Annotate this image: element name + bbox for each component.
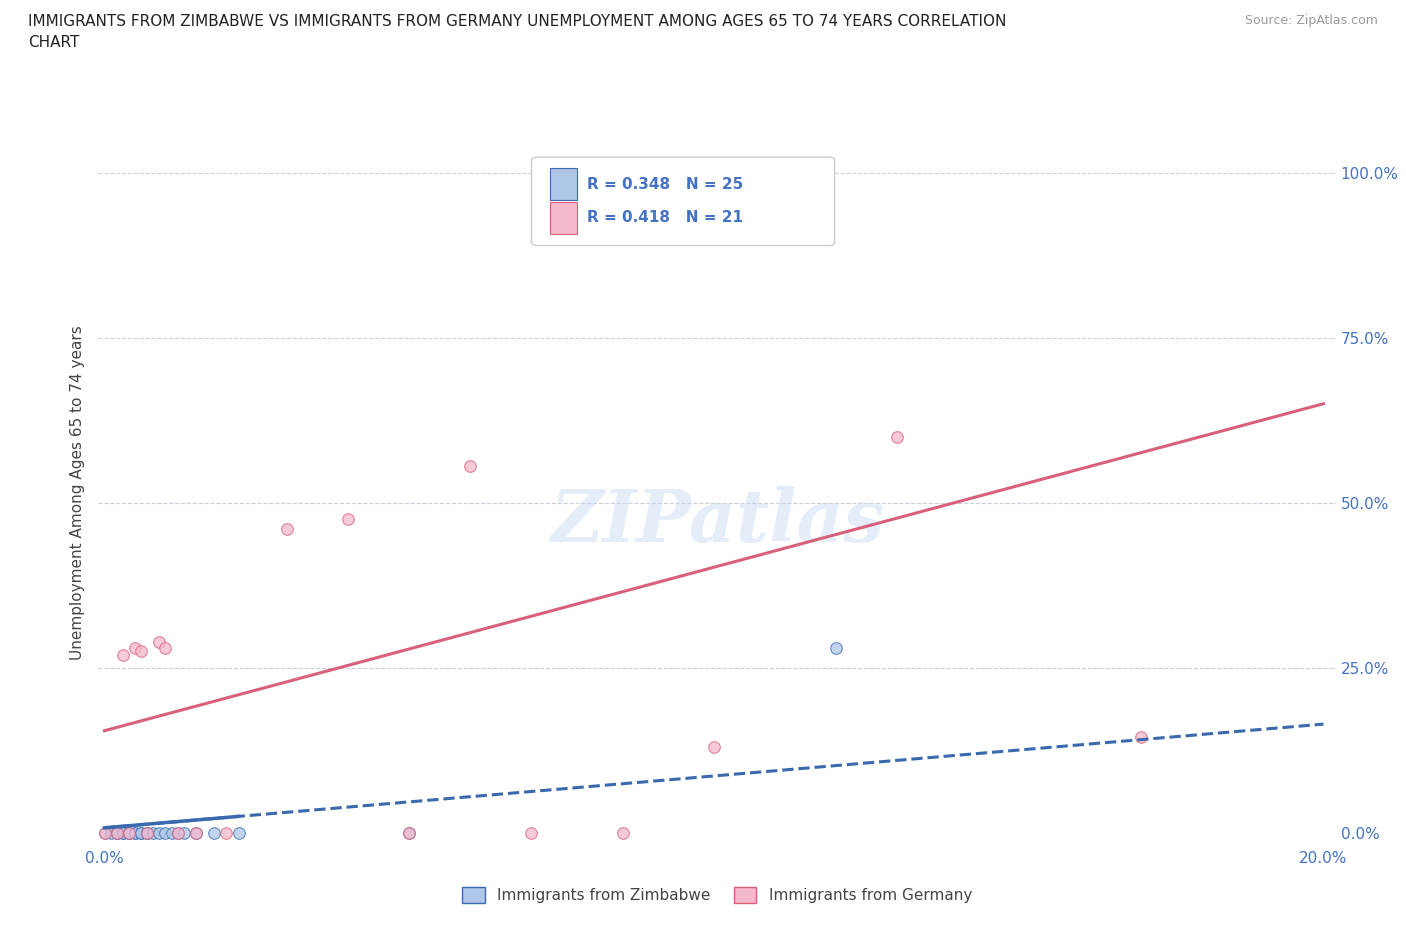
Point [276,522,298,537]
Text: R = 0.348   N = 25: R = 0.348 N = 25 [588,177,744,192]
FancyBboxPatch shape [531,157,835,246]
FancyBboxPatch shape [550,203,578,233]
Point [118,826,141,841]
FancyBboxPatch shape [550,168,578,200]
Point [155,826,177,841]
Point [124,826,146,841]
Point [118,826,141,841]
Point [124,826,146,841]
Point [886,430,908,445]
Point [129,826,152,841]
Point [160,826,183,841]
Point [111,826,134,841]
Point [142,826,165,841]
Point [166,826,188,841]
Point [166,826,188,841]
Point [520,826,543,841]
Point [173,826,195,841]
Point [398,826,420,841]
Y-axis label: Unemployment Among Ages 65 to 74 years: Unemployment Among Ages 65 to 74 years [70,326,86,660]
Point [136,826,159,841]
Point [337,512,360,526]
Point [398,826,420,841]
Legend: Immigrants from Zimbabwe, Immigrants from Germany: Immigrants from Zimbabwe, Immigrants fro… [456,881,979,910]
Point [148,634,170,649]
Point [148,826,170,841]
Point [215,826,238,841]
Point [118,826,141,841]
Point [1129,730,1152,745]
Point [129,826,152,841]
Point [111,647,134,662]
Point [129,644,152,658]
Point [136,826,159,841]
Point [155,641,177,656]
Point [703,739,725,754]
Point [228,826,250,841]
Point [458,459,481,474]
Point [184,826,207,841]
Point [202,826,225,841]
Point [93,826,115,841]
Point [111,826,134,841]
Point [100,826,122,841]
Text: R = 0.418   N = 21: R = 0.418 N = 21 [588,210,744,225]
Point [105,826,128,841]
Point [105,826,128,841]
Point [93,826,115,841]
Text: ZIPatlas: ZIPatlas [550,485,884,557]
Text: IMMIGRANTS FROM ZIMBABWE VS IMMIGRANTS FROM GERMANY UNEMPLOYMENT AMONG AGES 65 T: IMMIGRANTS FROM ZIMBABWE VS IMMIGRANTS F… [28,14,1007,29]
Point [105,826,128,841]
Point [124,641,146,656]
Point [184,826,207,841]
Point [825,641,848,656]
Point [612,826,634,841]
Point [136,826,159,841]
Text: Source: ZipAtlas.com: Source: ZipAtlas.com [1244,14,1378,27]
Text: CHART: CHART [28,35,80,50]
